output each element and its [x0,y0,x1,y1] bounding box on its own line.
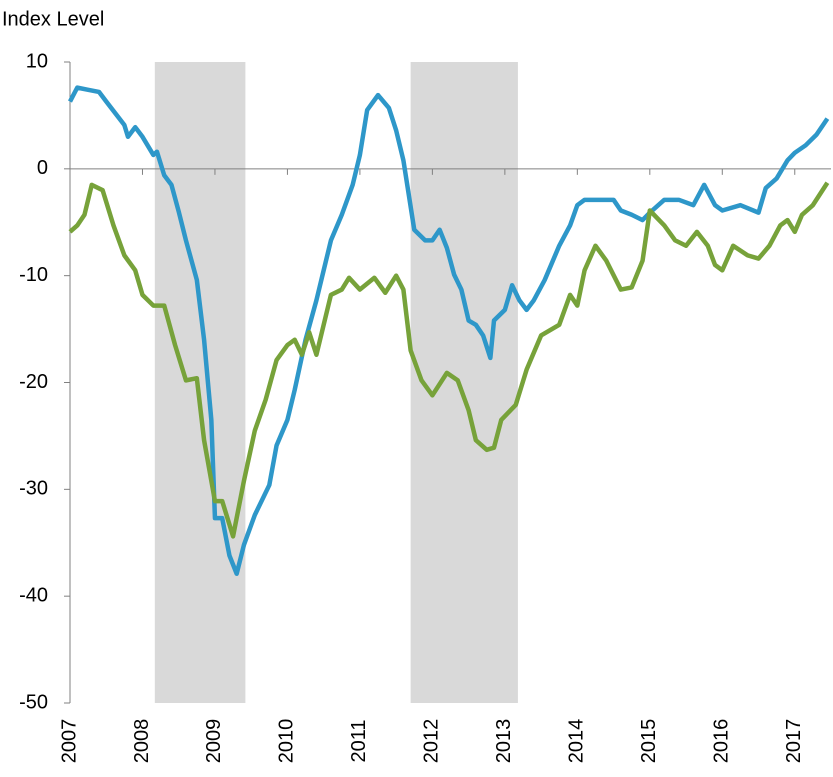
x-tick-label: 2017 [783,719,805,764]
y-tick-label: -20 [19,371,48,393]
x-tick-label: 2013 [493,719,515,764]
y-tick-label: -40 [19,584,48,606]
series-line [68,85,830,576]
shaded-region [154,62,246,703]
axis-title: Index Level [2,8,104,30]
x-tick-label: 2010 [276,719,298,764]
series-line [68,181,830,539]
x-tick-label: 2007 [58,719,80,764]
y-tick-label: -10 [19,264,48,286]
y-tick-label: 10 [26,50,48,72]
shaded-region [410,62,518,703]
x-tick-label: 2016 [711,719,733,764]
x-tick-label: 2008 [131,719,153,764]
x-tick-label: 2015 [638,719,660,764]
x-tick-label: 2014 [566,719,588,764]
y-tick-label: 0 [37,157,48,179]
x-tick-label: 2009 [203,719,225,764]
y-tick-label: -50 [19,691,48,713]
x-tick-label: 2012 [421,719,443,764]
x-tick-label: 2011 [348,719,370,762]
y-tick-label: -30 [19,478,48,500]
